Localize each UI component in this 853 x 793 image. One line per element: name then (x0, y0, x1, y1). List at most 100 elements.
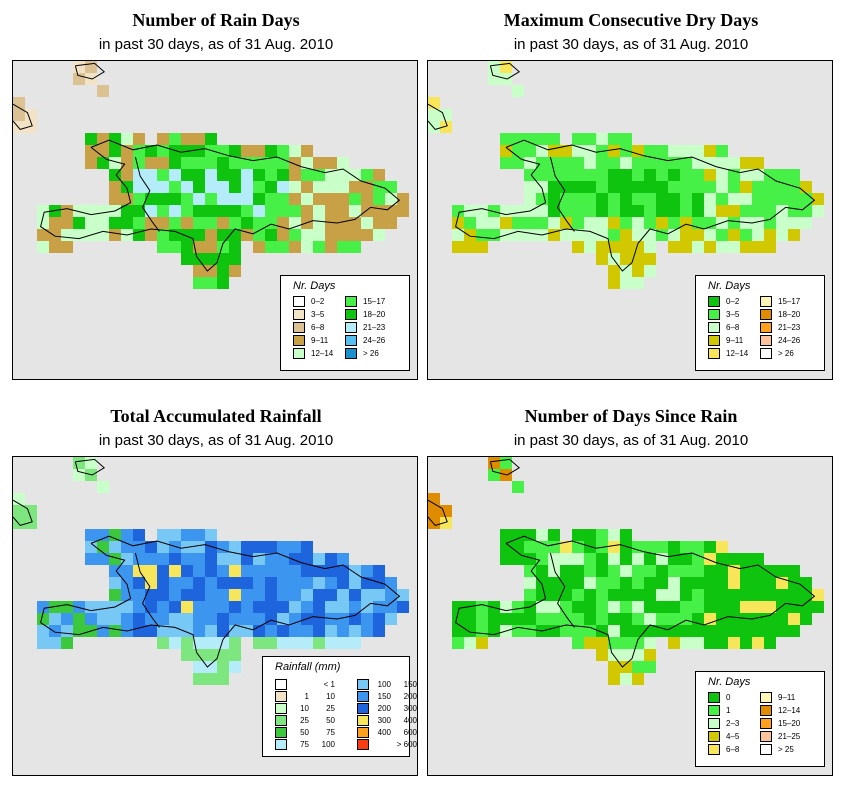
legend-title: Rainfall (mm) (275, 661, 341, 673)
grid-cell (788, 169, 800, 181)
legend-swatch (345, 309, 357, 320)
grid-cell (121, 553, 133, 565)
grid-cell (488, 205, 500, 217)
grid-cell (265, 229, 277, 241)
grid-cell (301, 205, 313, 217)
grid-cell (536, 553, 548, 565)
grid-cell (241, 193, 253, 205)
grid-cell (548, 157, 560, 169)
grid-cell (109, 217, 121, 229)
grid-cell (73, 73, 85, 85)
grid-cell (548, 625, 560, 637)
grid-cell (608, 601, 620, 613)
grid-cell (644, 577, 656, 589)
grid-cell (205, 229, 217, 241)
grid-cell (584, 601, 596, 613)
grid-cell (217, 265, 229, 277)
grid-cell (289, 241, 301, 253)
grid-cell (584, 157, 596, 169)
grid-cell (205, 589, 217, 601)
grid-cell (181, 157, 193, 169)
grid-cell (133, 217, 145, 229)
grid-cell (692, 589, 704, 601)
grid-cell (776, 565, 788, 577)
legend-swatch (293, 296, 305, 307)
grid-cell (560, 217, 572, 229)
grid-cell (620, 133, 632, 145)
grid-cell (373, 625, 385, 637)
grid-cell (632, 625, 644, 637)
grid-cell (157, 601, 169, 613)
grid-cell (289, 565, 301, 577)
grid-cell (524, 613, 536, 625)
legend-label: 12–14 (311, 349, 334, 358)
grid-cell (656, 601, 668, 613)
grid-cell (584, 229, 596, 241)
grid-cell (716, 589, 728, 601)
grid-cell (560, 205, 572, 217)
panel-days-since-rain: Number of Days Since Rain in past 30 day… (425, 396, 837, 788)
legend-swatch (760, 322, 772, 333)
grid-cell (169, 541, 181, 553)
legend-range-from: 300 (377, 716, 391, 725)
grid-cell (289, 601, 301, 613)
legend-range-to: 400 (403, 716, 417, 725)
grid-cell (560, 229, 572, 241)
grid-cell (452, 241, 464, 253)
grid-cell (193, 565, 205, 577)
grid-cell (169, 157, 181, 169)
grid-cell (620, 217, 632, 229)
grid-cell (800, 181, 812, 193)
grid-cell (133, 133, 145, 145)
grid-cell (121, 601, 133, 613)
grid-cell (776, 193, 788, 205)
grid-cell (277, 613, 289, 625)
grid-cell (464, 637, 476, 649)
legend-swatch (708, 322, 720, 333)
grid-cell (740, 601, 752, 613)
grid-cell (512, 541, 524, 553)
grid-cell (385, 217, 397, 229)
grid-cell (524, 157, 536, 169)
grid-cell (181, 601, 193, 613)
grid-cell (169, 193, 181, 205)
grid-cell (728, 553, 740, 565)
country-border (549, 552, 575, 628)
grid-cell (181, 229, 193, 241)
grid-cell (656, 589, 668, 601)
legend-label: 6–8 (726, 745, 740, 754)
panel-dry-days: Maximum Consecutive Dry Days in past 30 … (425, 0, 837, 392)
grid-cell (397, 601, 409, 613)
grid-cell (536, 529, 548, 541)
grid-cell (97, 481, 109, 493)
grid-cell (157, 193, 169, 205)
grid-cell (265, 145, 277, 157)
grid-cell (217, 157, 229, 169)
grid-cell (85, 613, 97, 625)
grid-cell (596, 613, 608, 625)
grid-cell (728, 205, 740, 217)
legend-label: 9–11 (778, 693, 796, 702)
grid-cell (193, 577, 205, 589)
grid-cell (596, 577, 608, 589)
grid-cell (692, 217, 704, 229)
grid-cell (584, 133, 596, 145)
grid-cell (337, 193, 349, 205)
grid-cell (289, 553, 301, 565)
grid-cell (704, 637, 716, 649)
grid-cell (205, 205, 217, 217)
grid-cell (644, 205, 656, 217)
grid-cell (121, 205, 133, 217)
grid-cell (313, 613, 325, 625)
grid-cell (109, 181, 121, 193)
grid-cell (680, 205, 692, 217)
grid-cell (800, 205, 812, 217)
grid-cell (764, 565, 776, 577)
legend-label: 24–26 (363, 336, 386, 345)
grid-cell (644, 553, 656, 565)
grid-cell (157, 133, 169, 145)
grid-cell (361, 193, 373, 205)
grid-cell (229, 193, 241, 205)
grid-cell (776, 613, 788, 625)
grid-cell (788, 589, 800, 601)
